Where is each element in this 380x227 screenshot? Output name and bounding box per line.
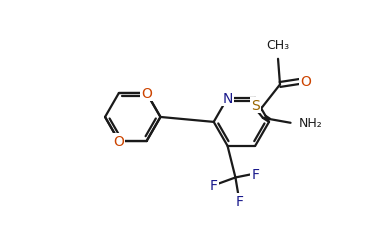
Text: O: O: [114, 134, 124, 148]
Text: NH₂: NH₂: [298, 117, 322, 130]
Text: F: F: [251, 167, 259, 181]
Text: F: F: [235, 194, 244, 208]
Text: S: S: [251, 99, 260, 113]
Text: F: F: [210, 179, 218, 192]
Text: CH₃: CH₃: [266, 39, 290, 52]
Text: N: N: [222, 91, 233, 106]
Text: O: O: [300, 74, 311, 88]
Text: O: O: [141, 86, 152, 101]
